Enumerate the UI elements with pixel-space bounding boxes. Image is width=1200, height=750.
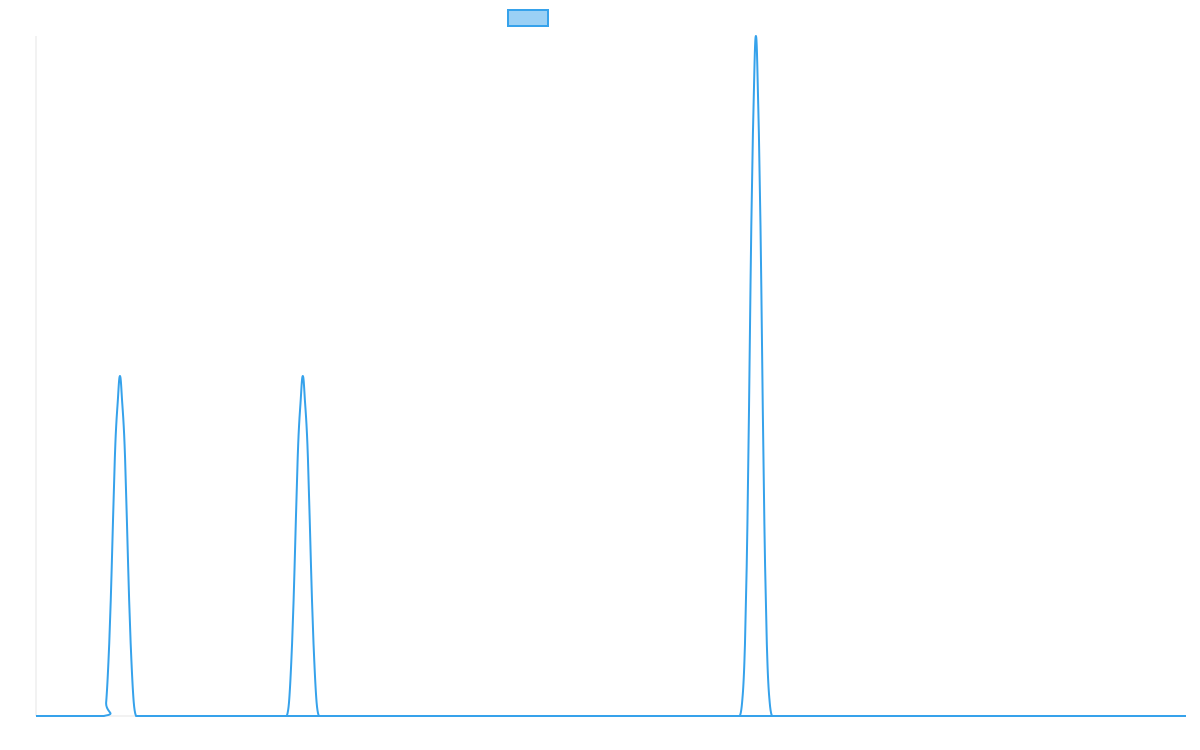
data-point[interactable] [124, 516, 130, 522]
data-point[interactable] [33, 713, 39, 719]
data-point[interactable] [119, 400, 125, 406]
data-point[interactable] [112, 441, 118, 447]
data-point[interactable] [126, 597, 132, 603]
data-point[interactable] [101, 713, 107, 719]
data-point[interactable] [311, 659, 317, 665]
data-point[interactable] [128, 659, 134, 665]
data-point[interactable] [739, 699, 745, 705]
legend-swatch[interactable] [507, 9, 549, 27]
data-point[interactable] [108, 597, 114, 603]
data-point[interactable] [737, 713, 743, 719]
data-point[interactable] [1183, 713, 1189, 719]
data-point[interactable] [302, 400, 308, 406]
data-point[interactable] [741, 659, 747, 665]
data-point[interactable] [760, 407, 766, 413]
data-point[interactable] [295, 441, 301, 447]
data-point[interactable] [314, 699, 320, 705]
data-point[interactable] [327, 713, 333, 719]
data-point[interactable] [746, 407, 752, 413]
data-point[interactable] [147, 713, 153, 719]
data-point[interactable] [748, 223, 754, 229]
legend[interactable] [507, 9, 549, 27]
data-point[interactable] [755, 101, 761, 107]
data-point[interactable] [304, 441, 310, 447]
data-point[interactable] [291, 597, 297, 603]
data-point[interactable] [293, 516, 299, 522]
data-point[interactable] [764, 659, 770, 665]
series-line-0 [36, 35, 1186, 718]
data-point[interactable] [284, 713, 290, 719]
data-point[interactable] [300, 373, 306, 379]
data-point[interactable] [131, 699, 137, 705]
data-point[interactable] [758, 223, 764, 229]
data-point[interactable] [286, 699, 292, 705]
data-point[interactable] [762, 563, 768, 569]
data-point[interactable] [307, 516, 313, 522]
data-point[interactable] [117, 373, 123, 379]
data-point[interactable] [309, 597, 315, 603]
data-point[interactable] [744, 563, 750, 569]
data-point[interactable] [767, 699, 773, 705]
series-layer [33, 33, 1189, 719]
data-point[interactable] [105, 659, 111, 665]
data-point[interactable] [753, 33, 759, 39]
data-point[interactable] [288, 659, 294, 665]
data-point[interactable] [783, 713, 789, 719]
data-point[interactable] [110, 516, 116, 522]
data-point[interactable] [122, 441, 128, 447]
data-point[interactable] [103, 699, 109, 705]
